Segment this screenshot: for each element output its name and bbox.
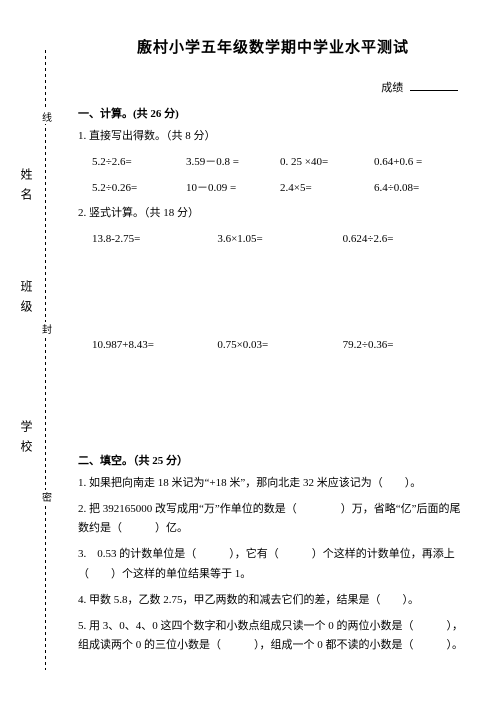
score-row: 成绩: [78, 79, 468, 95]
dotted-fold-line: [45, 50, 46, 670]
calc-row-2: 5.2÷0.26= 10－0.09 = 2.4×5= 6.4÷0.08=: [78, 179, 468, 199]
exam-title: 廒村小学五年级数学期中学业水平测试: [78, 36, 468, 57]
margin-char-mi: 密: [38, 490, 53, 504]
margin-label-school: 学校: [18, 420, 35, 460]
page-content: 廒村小学五年级数学期中学业水平测试 成绩 一、计算。(共 26 分) 1. 直接…: [78, 36, 468, 662]
work-space: [78, 256, 468, 336]
calc-item: 2.4×5=: [280, 179, 374, 199]
calc-item: 5.2÷2.6=: [78, 153, 186, 173]
score-blank: [410, 90, 458, 91]
fill-q1: 1. 如果把向南走 18 米记为“+18 米”，那向北走 32 米应该记为（ ）…: [78, 474, 468, 494]
fill-q2: 2. 把 392165000 改写成用“万”作单位的数是（ ）万，省略“亿”后面…: [78, 500, 468, 540]
work-space: [78, 362, 468, 442]
section2-heading: 二、填空。（共 25 分）: [78, 452, 468, 468]
margin-label-name: 姓名: [18, 168, 35, 208]
binding-margin: 线 姓名 封 班级 学校 密: [18, 50, 72, 670]
calc-item: 3.59－0.8 =: [186, 153, 280, 173]
sec1-sub1: 1. 直接写出得数。（共 8 分）: [78, 127, 468, 147]
calc-item: 5.2÷0.26=: [78, 179, 186, 199]
calc-row-4: 10.987+8.43= 0.75×0.03= 79.2÷0.36=: [78, 336, 468, 356]
fill-q5: 5. 用 3、0、4、0 这四个数字和小数点组成只读一个 0 的两位小数是（ ）…: [78, 617, 468, 657]
margin-char-xian: 线: [38, 110, 53, 124]
calc-item: 0.75×0.03=: [217, 336, 342, 356]
calc-item: 0.64+0.6 =: [374, 153, 468, 173]
calc-row-3: 13.8-2.75= 3.6×1.05= 0.624÷2.6=: [78, 230, 468, 250]
calc-row-1: 5.2÷2.6= 3.59－0.8 = 0. 25 ×40= 0.64+0.6 …: [78, 153, 468, 173]
calc-item: 13.8-2.75=: [78, 230, 217, 250]
margin-label-class: 班级: [18, 280, 35, 320]
calc-item: 3.6×1.05=: [217, 230, 342, 250]
fill-q3: 3. 0.53 的计数单位是（ ），它有（ ）个这样的计数单位，再添上（ ）个这…: [78, 545, 468, 585]
calc-item: 79.2÷0.36=: [343, 336, 468, 356]
calc-item: 0.624÷2.6=: [343, 230, 468, 250]
calc-item: 10.987+8.43=: [78, 336, 217, 356]
margin-char-feng: 封: [38, 322, 53, 336]
calc-item: 6.4÷0.08=: [374, 179, 468, 199]
section1-heading: 一、计算。(共 26 分): [78, 105, 468, 121]
calc-item: 10－0.09 =: [186, 179, 280, 199]
fill-q4: 4. 甲数 5.8，乙数 2.75，甲乙两数的和减去它们的差，结果是（ ）。: [78, 591, 468, 611]
sec1-sub2: 2. 竖式计算。（共 18 分）: [78, 204, 468, 224]
calc-item: 0. 25 ×40=: [280, 153, 374, 173]
score-label: 成绩: [381, 82, 403, 94]
